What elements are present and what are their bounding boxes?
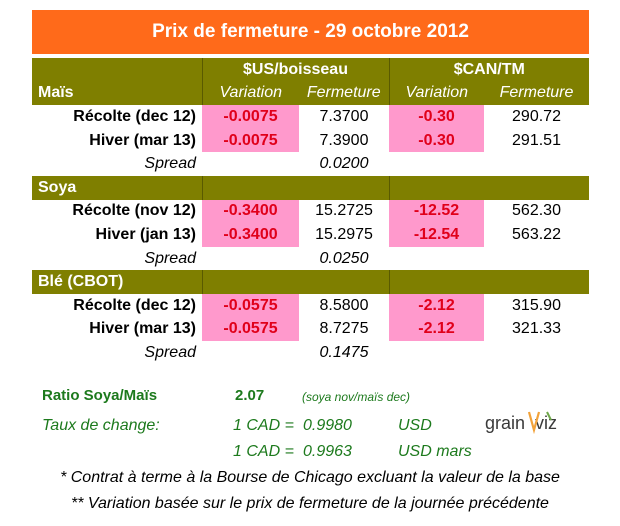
section-header-row: Soya xyxy=(32,175,590,200)
can-close-cell: 562.30 xyxy=(512,202,561,220)
exchange-label: Taux de change: xyxy=(42,417,160,434)
section-fill-cell xyxy=(201,270,299,294)
us-variation-header: Variation xyxy=(201,81,299,106)
section-fill-cell xyxy=(484,270,590,294)
section-fill-cell xyxy=(388,270,484,294)
ratio-value: 2.07 xyxy=(235,387,265,404)
table-row: Hiver (mar 13) -0.0575 8.7275 -2.12 321.… xyxy=(32,317,589,342)
section-header-row: Maïs Variation Fermeture Variation Ferme… xyxy=(32,81,590,106)
us-close-cell: 7.3900 xyxy=(319,131,369,149)
table-row: Récolte (nov 12) -0.3400 15.2725 -12.52 … xyxy=(32,199,589,224)
empty-cell xyxy=(389,247,484,271)
logo-text-left: grain xyxy=(485,413,525,433)
section-header-row: Blé (CBOT) xyxy=(32,270,590,294)
can-variation-header: Variation xyxy=(388,81,484,106)
group-header-row: $US/boisseau $CAN/TM xyxy=(32,58,590,82)
exchange-lhs: 1 CAD = xyxy=(233,417,294,434)
empty-cell xyxy=(202,247,299,271)
table-row: Hiver (mar 13) -0.0075 7.3900 -0.30 291.… xyxy=(32,128,589,153)
contract-label: Hiver (jan 13) xyxy=(95,225,196,243)
empty-cell xyxy=(389,152,484,176)
can-group-header: $CAN/TM xyxy=(388,58,590,82)
section-fill-cell xyxy=(388,175,484,200)
us-close-cell: 8.7275 xyxy=(319,320,369,338)
exchange-lhs: 1 CAD = xyxy=(233,443,294,460)
us-variation-cell: -0.0075 xyxy=(202,128,299,153)
grainviz-logo: grain viz xyxy=(485,411,557,435)
can-close-cell: 563.22 xyxy=(512,225,561,243)
exchange-unit: USD mars xyxy=(398,443,472,460)
us-group-header: $US/boisseau xyxy=(201,58,389,82)
can-close-cell: 321.33 xyxy=(512,320,561,338)
contract-label: Hiver (mar 13) xyxy=(89,131,196,149)
empty-cell xyxy=(484,152,589,176)
logo-text-right: viz xyxy=(535,413,557,433)
empty-cell xyxy=(389,341,484,365)
us-variation-cell: -0.3400 xyxy=(202,223,299,247)
can-variation-cell: -12.54 xyxy=(389,223,484,247)
logo-leaf-mark xyxy=(546,411,552,421)
spread-row: Spread 0.0200 xyxy=(32,152,589,176)
section-fill-cell xyxy=(484,175,590,200)
report-title: Prix de fermeture - 29 octobre 2012 xyxy=(32,10,589,54)
footnote-2: ** Variation basée sur le prix de fermet… xyxy=(71,495,549,512)
can-close-cell: 315.90 xyxy=(512,296,561,314)
can-variation-cell: -2.12 xyxy=(389,317,484,342)
us-close-cell: 7.3700 xyxy=(319,107,369,125)
us-fermeture-header: Fermeture xyxy=(299,81,389,106)
contract-label: Récolte (nov 12) xyxy=(72,202,196,220)
spread-label: Spread xyxy=(144,343,196,361)
ratio-label: Ratio Soya/Maïs xyxy=(42,387,158,404)
section-name: Maïs xyxy=(32,81,202,106)
exchange-unit: USD xyxy=(398,417,432,434)
empty-cell xyxy=(484,247,589,271)
header-blank-cell xyxy=(32,58,202,82)
us-close-cell: 15.2975 xyxy=(315,225,373,243)
section-fill-cell xyxy=(299,270,389,294)
section-fill-cell xyxy=(299,175,389,200)
table-row: Récolte (dec 12) -0.0575 8.5800 -2.12 31… xyxy=(32,293,589,318)
empty-cell xyxy=(202,152,299,176)
spread-value: 0.0250 xyxy=(319,249,369,267)
us-variation-cell: -0.0575 xyxy=(202,293,299,318)
us-variation-cell: -0.0575 xyxy=(202,317,299,342)
can-close-cell: 291.51 xyxy=(512,131,561,149)
exchange-rate: 0.9963 xyxy=(303,443,352,460)
exchange-rate: 0.9980 xyxy=(303,417,352,434)
footnote-1: * Contrat à terme à la Bourse de Chicago… xyxy=(60,469,560,486)
section-name: Soya xyxy=(32,175,202,200)
table-row: Récolte (dec 12) -0.0075 7.3700 -0.30 29… xyxy=(32,105,589,129)
empty-cell xyxy=(484,341,589,365)
price-table: $US/boisseau $CAN/TM Maïs Variation Ferm… xyxy=(32,58,590,365)
contract-label: Récolte (dec 12) xyxy=(73,107,196,125)
can-variation-cell: -0.30 xyxy=(389,105,484,129)
spread-label: Spread xyxy=(144,155,196,173)
can-variation-cell: -12.52 xyxy=(389,199,484,224)
empty-cell xyxy=(202,341,299,365)
spread-row: Spread 0.0250 xyxy=(32,247,589,271)
us-variation-cell: -0.3400 xyxy=(202,199,299,224)
spread-row: Spread 0.1475 xyxy=(32,341,589,365)
can-close-cell: 290.72 xyxy=(512,107,561,125)
table-row: Hiver (jan 13) -0.3400 15.2975 -12.54 56… xyxy=(32,223,589,247)
can-variation-cell: -0.30 xyxy=(389,128,484,153)
us-variation-cell: -0.0075 xyxy=(202,105,299,129)
spread-value: 0.1475 xyxy=(319,343,369,361)
can-variation-cell: -2.12 xyxy=(389,293,484,318)
logo-check-mark xyxy=(527,411,541,435)
section-name: Blé (CBOT) xyxy=(32,270,202,294)
ratio-note: (soya nov/maïs dec) xyxy=(302,390,411,404)
us-close-cell: 15.2725 xyxy=(315,202,373,220)
us-close-cell: 8.5800 xyxy=(319,296,369,314)
contract-label: Récolte (dec 12) xyxy=(73,296,196,314)
contract-label: Hiver (mar 13) xyxy=(89,320,196,338)
can-fermeture-header: Fermeture xyxy=(484,81,590,106)
spread-value: 0.0200 xyxy=(319,155,369,173)
section-fill-cell xyxy=(201,175,299,200)
spread-label: Spread xyxy=(144,249,196,267)
